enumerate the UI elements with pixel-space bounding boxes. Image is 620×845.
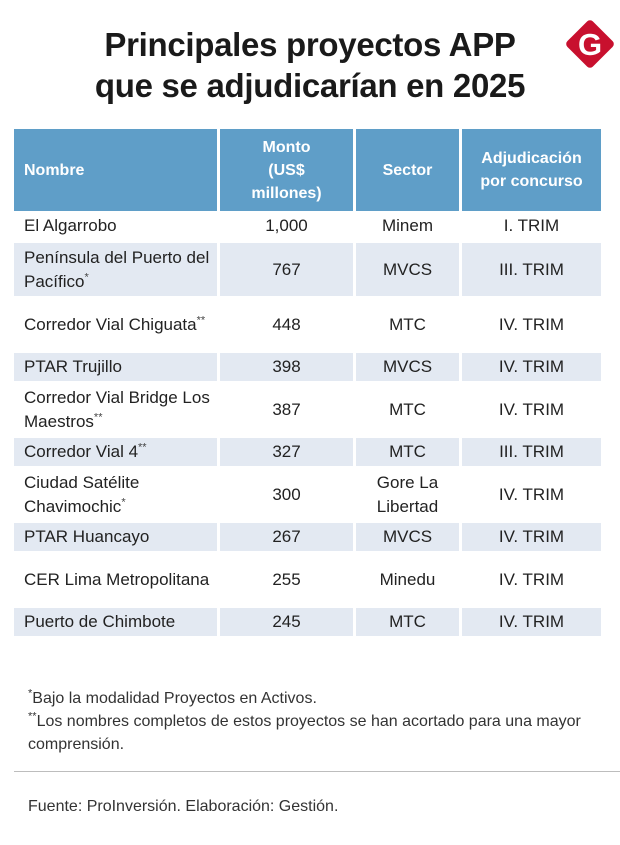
table-row: PTAR Trujillo 398 MVCS IV. TRIM <box>14 351 601 381</box>
page-title: Principales proyectos APP que se adjudic… <box>0 24 620 106</box>
project-name: Península del Puerto del Pacífico <box>24 247 210 291</box>
divider <box>14 771 620 772</box>
header-nombre-line: Nombre <box>24 161 85 179</box>
header-monto-line-3: millones) <box>251 184 322 202</box>
cell-sector: Minedu <box>353 551 459 606</box>
cell-sector: MTC <box>353 381 459 436</box>
projects-table: Nombre Monto (US$ millones) Sector Adjud… <box>14 129 601 636</box>
header-adjudicacion-line-1: Adjudicación <box>481 150 582 167</box>
title-line-1: Principales proyectos APP <box>104 26 516 63</box>
cell-adjudicacion: IV. TRIM <box>459 466 601 521</box>
cell-nombre: PTAR Trujillo <box>14 351 217 381</box>
project-name: Corredor Vial Bridge Los Maestros <box>24 387 210 431</box>
table-row: Corredor Vial 4** 327 MTC III. TRIM <box>14 436 601 466</box>
cell-sector: MTC <box>353 606 459 636</box>
column-header-monto: Monto (US$ millones) <box>217 129 353 211</box>
cell-sector: MVCS <box>353 351 459 381</box>
footnote-1-mark: * <box>28 687 33 700</box>
table-row: Corredor Vial Chiguata** 448 MTC IV. TRIM <box>14 296 601 351</box>
cell-adjudicacion: IV. TRIM <box>459 521 601 551</box>
table-row: Puerto de Chimbote 245 MTC IV. TRIM <box>14 606 601 636</box>
table-row: CER Lima Metropolitana 255 Minedu IV. TRIM <box>14 551 601 606</box>
cell-monto: 245 <box>217 606 353 636</box>
footnote-mark: ** <box>93 410 103 423</box>
cell-nombre: Península del Puerto del Pacífico* <box>14 241 217 296</box>
cell-nombre: Corredor Vial Bridge Los Maestros** <box>14 381 217 436</box>
project-name: PTAR Trujillo <box>24 357 122 376</box>
table-row: PTAR Huancayo 267 MVCS IV. TRIM <box>14 521 601 551</box>
project-name: El Algarrobo <box>24 216 117 235</box>
header-monto-line-1: Monto <box>262 138 311 156</box>
header-adjudicacion-line-2: por concurso <box>480 173 583 190</box>
cell-adjudicacion: III. TRIM <box>459 241 601 296</box>
cell-sector: MTC <box>353 296 459 351</box>
footnote-mark: * <box>84 270 89 283</box>
table-row: Corredor Vial Bridge Los Maestros** 387 MT… <box>14 381 601 436</box>
column-header-adjudicacion: Adjudicación por concurso <box>459 129 601 211</box>
cell-monto: 448 <box>217 296 353 351</box>
source-credit: Fuente: ProInversión. Elaboración: Gesti… <box>28 798 339 815</box>
footnote-1-text: Bajo la modalidad Proyectos en Activos. <box>32 690 317 707</box>
footnotes: *Bajo la modalidad Proyectos en Activos.… <box>28 687 608 756</box>
cell-adjudicacion: IV. TRIM <box>459 351 601 381</box>
footnote-2-mark: ** <box>28 710 37 723</box>
footnote-2: **Los nombres completos de estos proyect… <box>28 710 608 756</box>
project-name: PTAR Huancayo <box>24 527 150 546</box>
table-row: Ciudad Satélite Chavimochic* 300 Gore La L… <box>14 466 601 521</box>
cell-sector: MVCS <box>353 521 459 551</box>
cell-monto: 255 <box>217 551 353 606</box>
project-name: Ciudad Satélite Chavimochic <box>24 472 140 516</box>
header-monto-line-2: (US$ <box>268 161 305 179</box>
cell-adjudicacion: I. TRIM <box>459 211 601 241</box>
cell-nombre: Corredor Vial 4** <box>14 436 217 466</box>
cell-monto: 327 <box>217 436 353 466</box>
cell-nombre: CER Lima Metropolitana <box>14 551 217 606</box>
cell-monto: 267 <box>217 521 353 551</box>
cell-nombre: Ciudad Satélite Chavimochic* <box>14 466 217 521</box>
footnote-mark: ** <box>138 441 147 454</box>
cell-monto: 767 <box>217 241 353 296</box>
cell-sector: MTC <box>353 436 459 466</box>
project-name: Corredor Vial Chiguata <box>24 314 197 334</box>
cell-adjudicacion: III. TRIM <box>459 436 601 466</box>
title-line-2: que se adjudicarían en 2025 <box>94 67 526 104</box>
cell-adjudicacion: IV. TRIM <box>459 551 601 606</box>
footnote-2-text: Los nombres completos de estos proyectos… <box>28 713 581 753</box>
footnote-mark: * <box>121 495 126 508</box>
cell-nombre: Puerto de Chimbote <box>14 606 217 636</box>
project-name: Puerto de Chimbote <box>24 612 176 631</box>
cell-nombre: Corredor Vial Chiguata** <box>14 296 217 351</box>
cell-nombre: PTAR Huancayo <box>14 521 217 551</box>
cell-monto: 1,000 <box>217 211 353 241</box>
table-header-row: Nombre Monto (US$ millones) Sector Adjud… <box>14 129 601 211</box>
project-name: CER Lima Metropolitana <box>24 569 210 589</box>
cell-adjudicacion: IV. TRIM <box>459 606 601 636</box>
cell-nombre: El Algarrobo <box>14 211 217 241</box>
cell-monto: 300 <box>217 466 353 521</box>
cell-adjudicacion: IV. TRIM <box>459 381 601 436</box>
cell-monto: 398 <box>217 351 353 381</box>
logo-letter: G <box>578 27 602 62</box>
table-row: El Algarrobo 1,000 Minem I. TRIM <box>14 211 601 241</box>
gestion-logo-icon: G <box>566 20 614 68</box>
footnote-1: *Bajo la modalidad Proyectos en Activos. <box>28 687 608 710</box>
cell-sector: MVCS <box>353 241 459 296</box>
cell-sector: Gore La Libertad <box>353 466 459 521</box>
cell-adjudicacion: IV. TRIM <box>459 296 601 351</box>
cell-sector: Minem <box>353 211 459 241</box>
header-sector-line: Sector <box>382 161 433 179</box>
cell-monto: 387 <box>217 381 353 436</box>
column-header-nombre: Nombre <box>14 129 217 211</box>
project-name: Corredor Vial 4 <box>24 442 139 461</box>
column-header-sector: Sector <box>353 129 459 211</box>
footnote-mark: ** <box>196 313 206 326</box>
table-row: Península del Puerto del Pacífico* 767 MVC… <box>14 241 601 296</box>
